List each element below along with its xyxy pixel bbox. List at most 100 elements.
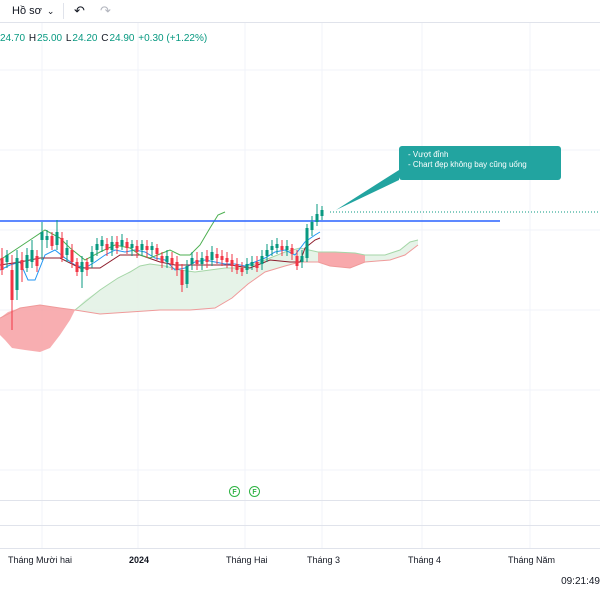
candle-body (125, 242, 129, 248)
candle-body (75, 262, 79, 272)
candle-body (235, 264, 239, 270)
candle-body (295, 256, 299, 266)
candle-body (35, 256, 39, 266)
candle-body (85, 262, 89, 270)
top-toolbar: Hồ sơ ⌄ ↶ ↷ (0, 0, 600, 23)
candle-body (5, 255, 9, 262)
tenkan-line (0, 231, 321, 281)
high-label: H (28, 33, 37, 44)
open-value: 24.70 (0, 33, 26, 44)
candle-body (110, 242, 114, 250)
candle-body (0, 258, 4, 270)
candle-body (225, 258, 229, 262)
candle-body (140, 244, 144, 250)
candle-body (10, 270, 14, 300)
candle-body (195, 260, 199, 264)
candle-body (165, 256, 169, 262)
time-label: Tháng 4 (408, 555, 442, 565)
clock: 09:21:49 (561, 576, 600, 587)
candles (0, 204, 324, 330)
candle-body (245, 264, 249, 270)
candle-body (220, 256, 224, 260)
close-label: C (101, 33, 109, 44)
time-label: Tháng Năm (508, 555, 556, 565)
candle-body (25, 255, 29, 268)
candle-body (45, 236, 49, 240)
low-label: L (65, 33, 72, 44)
profile-label: Hồ sơ (12, 5, 42, 17)
ohlc-legend: 24.70 H25.00 L24.20 C24.90 +0.30 (+1.22%… (0, 33, 208, 44)
candle-body (160, 256, 164, 262)
candle-body (145, 246, 149, 250)
candle-body (40, 232, 44, 240)
price-chart[interactable] (0, 0, 600, 548)
candle-body (315, 214, 319, 222)
candle-body (210, 252, 214, 260)
change-value: +0.30 (+1.22%) (138, 33, 208, 44)
candle-body (95, 244, 99, 250)
event-marker-f[interactable]: F (229, 486, 240, 497)
cloud-bullish-future (365, 240, 418, 262)
low-value: 24.20 (72, 33, 98, 44)
candle-body (265, 250, 269, 256)
candle-body (300, 256, 304, 262)
close-value: 24.90 (109, 33, 135, 44)
cloud-bearish-left (0, 305, 75, 352)
candle-body (15, 258, 19, 290)
candle-body (190, 258, 194, 264)
candle-body (90, 252, 94, 262)
candle-body (60, 238, 64, 258)
candle-body (175, 262, 179, 270)
candle-body (55, 232, 59, 245)
candle-body (290, 248, 294, 254)
time-label: Tháng Hai (226, 555, 268, 565)
redo-icon[interactable]: ↷ (100, 3, 111, 18)
candle-body (200, 258, 204, 264)
candle-body (215, 254, 219, 258)
candle-body (20, 260, 24, 270)
candle-body (310, 222, 314, 230)
time-label: 2024 (129, 555, 150, 565)
time-label: Tháng Mười hai (8, 555, 72, 565)
candle-body (230, 260, 234, 266)
candle-body (135, 246, 139, 252)
pane-divider (0, 525, 600, 526)
candle-body (305, 228, 309, 258)
candle-body (180, 270, 184, 285)
annotation-callout[interactable]: - Vượt đỉnh - Chart đẹp không bay cũng u… (399, 146, 561, 180)
annotation-line-2: - Chart đẹp không bay cũng uống (408, 160, 527, 169)
candle-body (65, 248, 69, 255)
candle-body (130, 244, 134, 248)
candle-body (150, 246, 154, 250)
candle-body (70, 250, 74, 262)
cloud-bearish-right (318, 252, 365, 268)
grid (0, 22, 600, 548)
candle-body (115, 242, 119, 248)
candle-body (30, 250, 34, 262)
candle-body (320, 210, 324, 216)
time-axis[interactable]: Tháng Mười hai 2024 Tháng Hai Tháng 3 Th… (0, 548, 600, 569)
pane-divider (0, 500, 600, 501)
candle-body (255, 262, 259, 268)
candle-body (205, 256, 209, 262)
candle-body (50, 236, 54, 246)
candle-body (100, 240, 104, 246)
senkou-b-line (0, 244, 419, 319)
high-value: 25.00 (37, 33, 63, 44)
candle-body (185, 266, 189, 284)
candle-body (80, 262, 84, 272)
candle-body (240, 268, 244, 272)
candle-body (155, 248, 159, 254)
undo-icon[interactable]: ↶ (74, 3, 85, 18)
profile-button[interactable]: Hồ sơ ⌄ (12, 3, 54, 19)
candle-body (260, 256, 264, 264)
callout-pointer (336, 170, 399, 210)
chevron-down-icon: ⌄ (46, 5, 55, 16)
candle-body (250, 262, 254, 266)
candle-body (280, 246, 284, 250)
candle-body (275, 244, 279, 248)
event-marker-f[interactable]: F (249, 486, 260, 497)
candle-body (120, 240, 124, 246)
candle-body (285, 246, 289, 250)
time-label: Tháng 3 (307, 555, 341, 565)
